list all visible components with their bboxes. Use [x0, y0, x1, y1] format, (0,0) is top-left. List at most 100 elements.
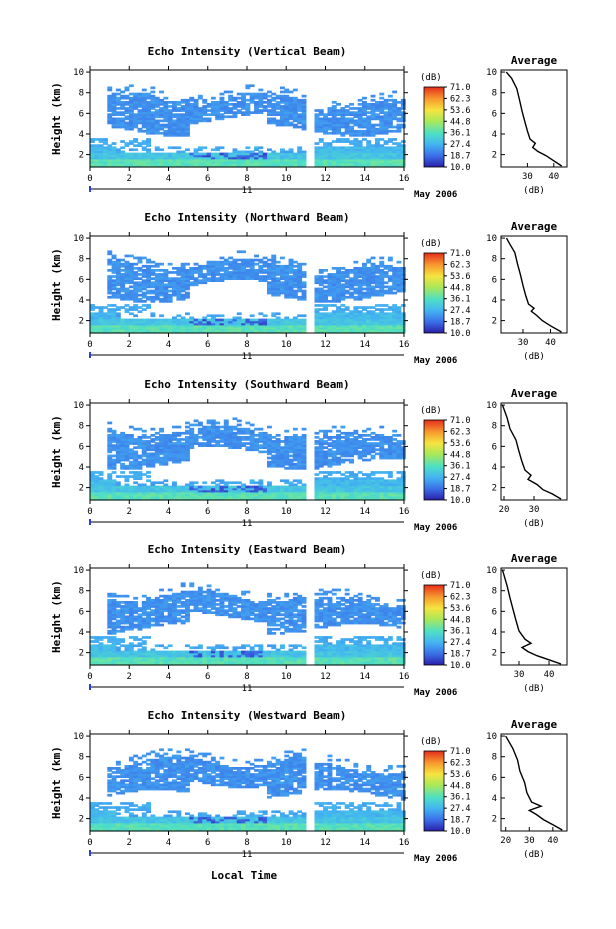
heatmap-cell [336, 440, 341, 443]
heatmap-cell [94, 318, 100, 322]
heatmap-cell [159, 491, 164, 495]
heatmap-cell [189, 96, 195, 100]
heatmap-cell [301, 318, 307, 322]
heatmap-cell [103, 648, 108, 652]
heatmap-cell [202, 154, 208, 158]
heatmap-cell [176, 324, 182, 328]
heatmap-cell [115, 162, 121, 166]
heatmap-cell [357, 312, 363, 316]
heatmap-cell [280, 322, 285, 326]
heatmap-cell [267, 273, 272, 276]
heatmap-cell [107, 312, 113, 316]
heatmap-cell [271, 456, 277, 460]
heatmap-cell [370, 436, 376, 439]
heatmap-cell [210, 489, 216, 493]
heatmap-cell [185, 293, 190, 297]
heatmap-cell [336, 125, 341, 129]
heatmap-cell [94, 662, 100, 666]
heatmap-cell [366, 452, 372, 456]
heatmap-cell [314, 440, 320, 443]
heatmap-cell [379, 123, 385, 127]
x-tick-label: 8 [244, 507, 249, 517]
heatmap-cell [271, 326, 277, 330]
heatmap-cell [387, 475, 393, 478]
heatmap-cell [141, 324, 147, 328]
heatmap-cell [120, 462, 126, 466]
heatmap-cell [150, 489, 156, 493]
heatmap-cell [379, 115, 385, 119]
heatmap-cell [275, 442, 281, 445]
heatmap-cell [314, 473, 320, 476]
heatmap-cell [189, 326, 195, 330]
heatmap-cell [357, 267, 363, 270]
heatmap-cell [383, 129, 389, 133]
heatmap-cell [249, 479, 255, 483]
heatmap-cell [288, 148, 294, 152]
heatmap-cell [327, 464, 333, 468]
heatmap-cell [124, 493, 130, 497]
heatmap-cell [163, 318, 169, 322]
heatmap-cell [141, 256, 147, 260]
heatmap-cell [400, 440, 406, 443]
heatmap-cell [146, 497, 151, 501]
heatmap-cell [301, 314, 307, 318]
heatmap-cell [206, 117, 212, 121]
heatmap-cell [327, 316, 333, 320]
heatmap-cell [245, 271, 251, 274]
heatmap-cell [370, 103, 376, 106]
heatmap-cell [137, 477, 143, 480]
heatmap-cell [323, 429, 328, 433]
heatmap-cell [336, 164, 341, 168]
heatmap-cell [331, 287, 337, 291]
heatmap-cell [323, 146, 328, 150]
heatmap-cell [103, 479, 108, 483]
heatmap-cell [362, 150, 367, 154]
heatmap-cell [210, 260, 216, 264]
heatmap-cell [396, 487, 402, 491]
heatmap-cell [111, 94, 117, 98]
heatmap-cell [150, 495, 156, 499]
heatmap-cell [383, 440, 389, 443]
heatmap-cell [107, 654, 113, 658]
heatmap-cell [133, 495, 139, 499]
heatmap-cell [396, 318, 402, 322]
heatmap-cell [193, 148, 199, 152]
heatmap-cell [215, 483, 221, 487]
heatmap-cell [400, 119, 406, 123]
heatmap-cell [137, 489, 143, 493]
heatmap-cell [353, 491, 359, 495]
heatmap-cell [375, 264, 380, 268]
heatmap-cell [275, 103, 281, 106]
heatmap-cell [323, 119, 328, 123]
heatmap-cell [146, 306, 151, 309]
heatmap-cell [103, 156, 108, 160]
heatmap-cell [107, 96, 113, 100]
heatmap-cell [292, 440, 298, 443]
heatmap-cell [185, 421, 190, 425]
heatmap-cell [396, 471, 402, 474]
heatmap-cell [292, 279, 298, 282]
heatmap-cell [120, 448, 126, 452]
heatmap-cell [115, 119, 121, 123]
heatmap-cell [197, 148, 203, 152]
heatmap-cell [375, 312, 380, 316]
heatmap-cell [197, 154, 203, 158]
heatmap-cell [128, 326, 134, 330]
heatmap-cell [94, 648, 100, 652]
heatmap-cell [292, 275, 298, 278]
heatmap-cell [167, 324, 173, 328]
heatmap-cell [336, 306, 341, 309]
heatmap-cell [366, 481, 372, 485]
heatmap-cell [232, 111, 238, 114]
heatmap-cell [379, 158, 385, 162]
heatmap-cell [379, 483, 385, 487]
heatmap-cell [262, 158, 268, 162]
heatmap-cell [400, 304, 406, 307]
heatmap-cell [349, 450, 354, 454]
heatmap-cell [128, 84, 134, 88]
heatmap-cell [379, 497, 385, 501]
heatmap-cell [107, 650, 113, 654]
heatmap-cell [280, 456, 285, 460]
heatmap-cell [94, 154, 100, 158]
